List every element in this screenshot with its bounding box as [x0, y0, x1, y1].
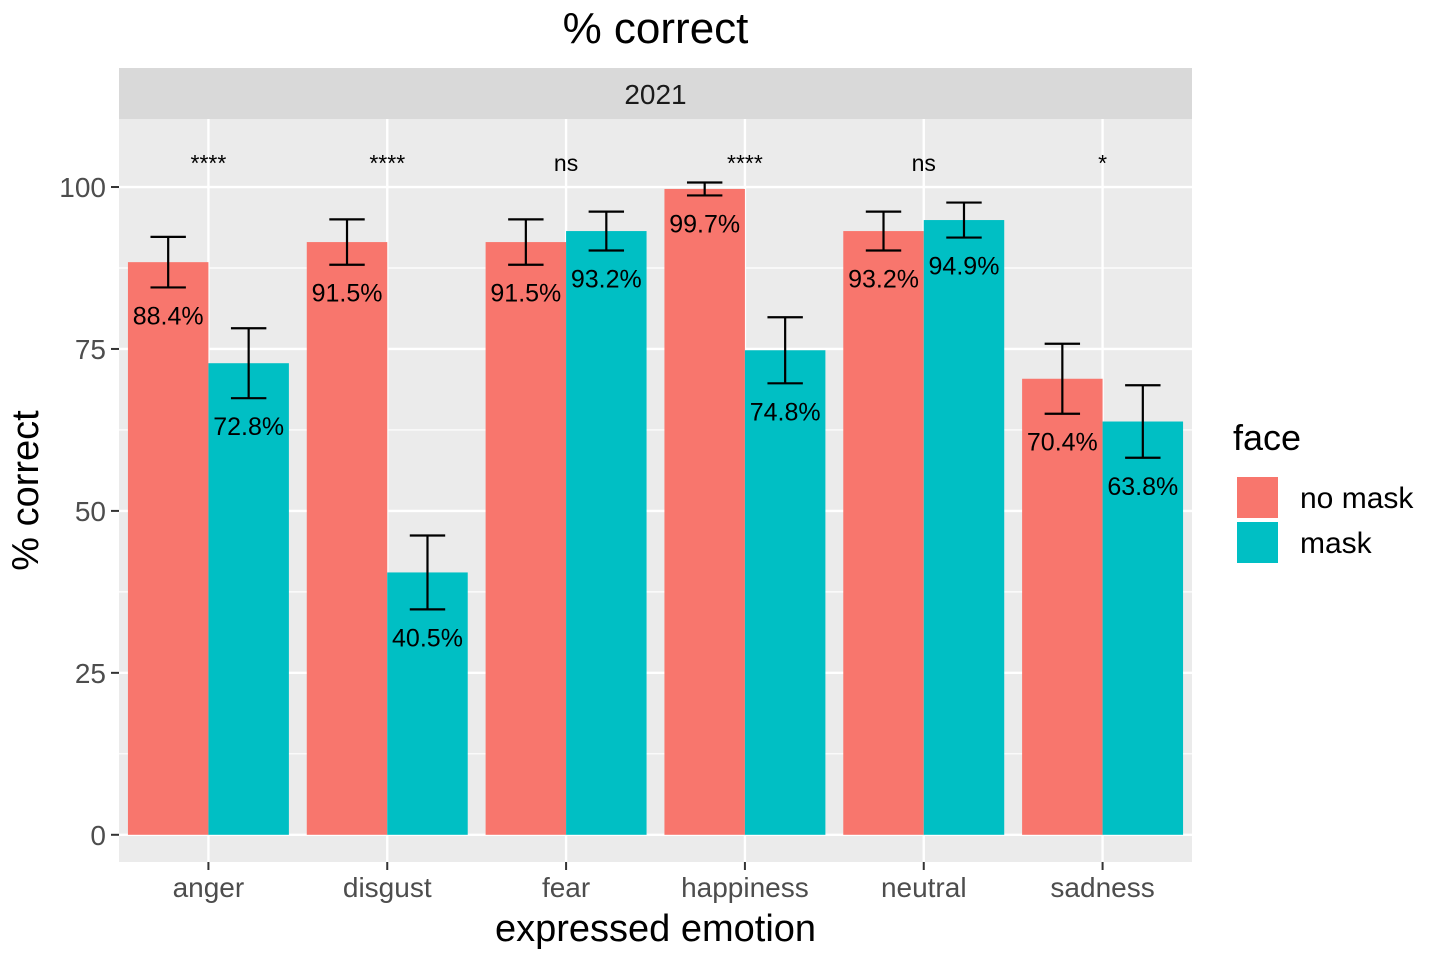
bar-no-mask-fear [486, 242, 566, 835]
x-tick-label: disgust [343, 872, 432, 903]
y-tick-label: 100 [59, 172, 106, 203]
data-label: 99.7% [669, 210, 740, 238]
data-label: 94.9% [929, 253, 1000, 281]
significance-label-happiness: **** [727, 150, 763, 176]
bar-no-mask-disgust [307, 242, 387, 835]
data-label: 63.8% [1107, 473, 1178, 501]
chart-title: % correct [563, 4, 749, 53]
data-label: 91.5% [490, 280, 561, 308]
bar-mask-fear [566, 231, 646, 835]
significance-label-anger: **** [191, 150, 227, 176]
legend-label-mask: mask [1300, 527, 1373, 560]
significance-label-disgust: **** [369, 150, 405, 176]
x-tick-label: happiness [681, 872, 809, 903]
legend: face no mask mask [1233, 417, 1414, 563]
y-tick-label: 50 [75, 496, 106, 527]
data-label: 88.4% [133, 302, 204, 330]
facet-strip-label: 2021 [624, 79, 686, 110]
bar-mask-neutral [924, 220, 1004, 835]
bar-mask-disgust [387, 572, 467, 834]
significance-label-fear: ns [554, 150, 578, 176]
data-label: 40.5% [392, 624, 463, 652]
legend-label-no-mask: no mask [1300, 482, 1414, 515]
x-tick-label: neutral [881, 872, 967, 903]
y-tick-label: 0 [90, 820, 106, 851]
data-label: 93.2% [848, 265, 919, 293]
significance-label-sadness: * [1098, 150, 1107, 176]
legend-title: face [1233, 417, 1301, 458]
bar-no-mask-neutral [843, 231, 923, 835]
significance-label-neutral: ns [912, 150, 936, 176]
chart-figure: % correct 2021 88.4% 91.5% 91.5% 99.7% 93.2%… [0, 0, 1429, 956]
legend-key-mask [1237, 522, 1278, 563]
x-axis: anger disgust fear happiness neutral sadness [173, 862, 1155, 903]
data-label: 70.4% [1027, 429, 1098, 457]
bar-no-mask-anger [128, 262, 208, 835]
data-label: 74.8% [750, 398, 821, 426]
x-tick-label: anger [173, 872, 245, 903]
y-axis: 0 25 50 75 100 [59, 172, 119, 851]
x-tick-label: fear [542, 872, 590, 903]
data-label: 72.8% [213, 413, 284, 441]
x-axis-title: expressed emotion [495, 908, 816, 950]
bar-no-mask-happiness [664, 189, 744, 835]
y-tick-label: 75 [75, 334, 106, 365]
y-tick-label: 25 [75, 658, 106, 689]
data-label: 93.2% [571, 265, 642, 293]
legend-key-no-mask [1237, 477, 1278, 518]
x-tick-label: sadness [1050, 872, 1154, 903]
data-label: 91.5% [312, 280, 383, 308]
y-axis-title: % correct [5, 410, 47, 571]
